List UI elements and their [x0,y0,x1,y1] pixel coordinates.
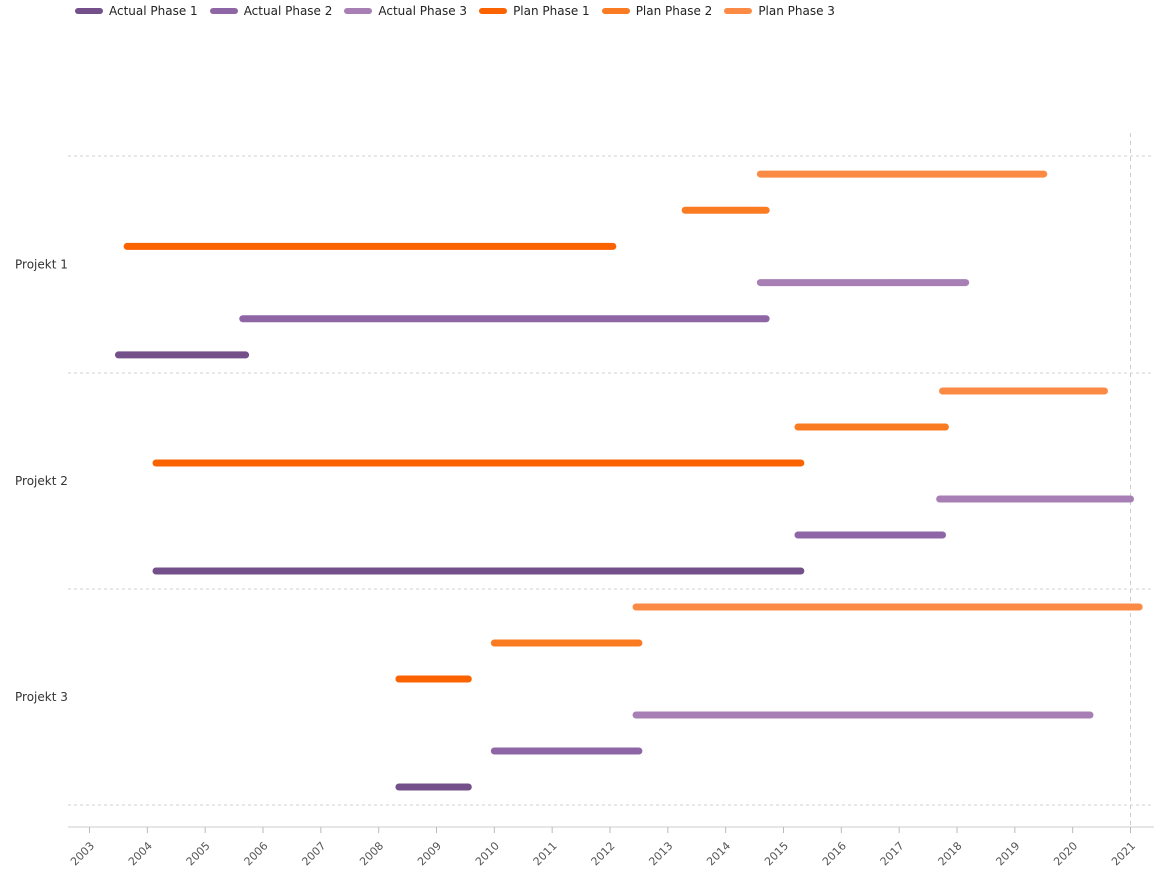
legend-item: Actual Phase 3 [344,4,467,18]
legend-swatch [601,8,630,14]
legend-item: Actual Phase 1 [75,4,198,18]
legend-swatch [724,8,753,14]
category-label: Projekt 2 [15,474,68,488]
chart-legend: Actual Phase 1 Actual Phase 2 Actual Phase… [75,4,847,18]
x-tick-label: 2011 [531,839,560,868]
legend-label: Plan Phase 1 [513,4,590,18]
x-tick-label: 2007 [299,839,328,868]
category-label: Projekt 1 [15,258,68,272]
category-label: Projekt 3 [15,690,68,704]
legend-swatch [75,8,103,14]
legend-label: Actual Phase 3 [378,4,468,18]
x-tick-label: 2012 [589,839,618,868]
x-tick-label: 2005 [184,839,213,868]
x-tick-label: 2008 [357,839,386,868]
legend-label: Plan Phase 3 [758,4,835,18]
x-tick-label: 2009 [415,839,444,868]
x-tick-label: 2016 [820,839,849,868]
legend-swatch [344,8,373,14]
x-tick-label: 2021 [1109,839,1138,868]
legend-swatch [209,8,238,14]
legend-item: Plan Phase 3 [724,4,835,18]
legend-label: Actual Phase 2 [243,4,333,18]
legend-label: Actual Phase 1 [109,4,198,18]
x-tick-label: 2019 [993,839,1022,868]
legend-swatch [479,8,508,14]
x-tick-label: 2003 [68,839,97,868]
x-tick-label: 2017 [878,839,907,868]
legend-item: Plan Phase 2 [601,4,713,18]
legend-label: Plan Phase 2 [635,4,713,18]
x-tick-label: 2010 [473,839,502,868]
x-tick-label: 2006 [242,839,271,868]
x-tick-label: 2004 [126,839,155,868]
legend-item: Actual Phase 2 [209,4,333,18]
x-tick-label: 2015 [762,839,791,868]
legend-item: Plan Phase 1 [479,4,590,18]
x-tick-label: 2014 [704,839,733,868]
x-tick-label: 2018 [936,839,965,868]
x-tick-label: 2020 [1051,839,1080,868]
x-tick-label: 2013 [646,839,675,868]
